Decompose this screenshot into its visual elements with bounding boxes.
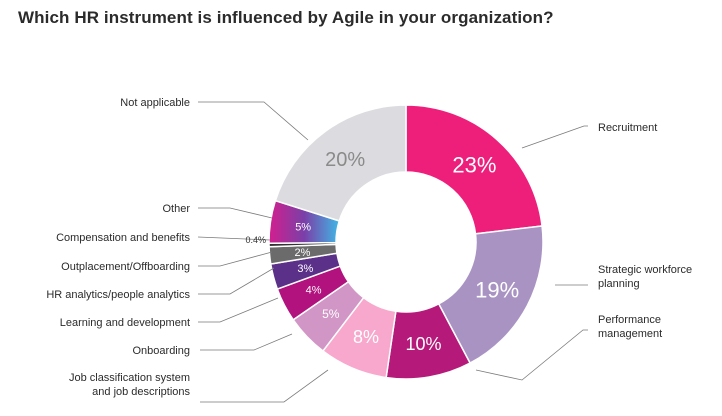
value-label-job-classification-system-and-job-descriptions: 8% xyxy=(353,327,379,347)
value-label-outplacement-offboarding: 2% xyxy=(295,247,311,259)
leader-line-performance-management xyxy=(475,329,588,381)
leader-line-learning-and-development xyxy=(198,297,279,323)
category-label-strategic-workforce-planning: Strategic workforce planning xyxy=(598,264,692,290)
leader-line-outplacement-offboarding xyxy=(198,251,273,267)
category-label-job-classification-system-and-job-descriptions: Job classification system and job descrip… xyxy=(69,372,191,398)
leader-line-recruitment xyxy=(521,125,588,149)
slice-not-applicable xyxy=(274,104,407,222)
value-label-learning-and-development: 4% xyxy=(306,285,322,297)
category-label-onboarding: Onboarding xyxy=(133,345,191,357)
value-label-other: 5% xyxy=(295,221,311,233)
category-label-recruitment: Recruitment xyxy=(598,122,657,134)
value-label-strategic-workforce-planning: 19% xyxy=(475,278,519,303)
slice-recruitment xyxy=(405,104,543,235)
leader-lines-group xyxy=(197,101,588,403)
category-label-other: Other xyxy=(162,203,190,215)
category-labels-group: Recruitment Strategic workforce planning Pe… xyxy=(46,97,692,398)
leader-line-job-classification-system-and-job-descriptions xyxy=(200,369,329,403)
value-label-not-applicable: 20% xyxy=(325,149,365,171)
leader-line-other xyxy=(198,207,273,219)
value-label-onboarding: 5% xyxy=(322,307,340,321)
leader-line-onboarding xyxy=(200,333,293,351)
category-label-not-applicable: Not applicable xyxy=(120,97,190,109)
category-label-hr-analytics-people-analytics: HR analytics/people analytics xyxy=(46,289,190,301)
chart-title: Which HR instrument is influenced by Agi… xyxy=(18,8,554,27)
category-label-learning-and-development: Learning and development xyxy=(60,317,190,329)
leader-line-compensation-and-benefits xyxy=(197,236,271,241)
value-label-hr-analytics-people-analytics: 3% xyxy=(297,263,313,275)
leader-line-hr-analytics-people-analytics xyxy=(198,267,275,295)
category-label-outplacement-offboarding: Outplacement/Offboarding xyxy=(61,261,190,273)
value-label-recruitment: 23% xyxy=(452,153,496,178)
leader-line-not-applicable xyxy=(198,101,309,141)
category-label-compensation-and-benefits: Compensation and benefits xyxy=(56,232,190,244)
value-label-performance-management: 10% xyxy=(405,334,441,354)
value-labels-group: 23%19%10%8%5%4%3%2%0.4%5%20% xyxy=(245,149,519,354)
slices-group xyxy=(268,104,544,380)
category-label-performance-management: Performance management xyxy=(598,314,662,340)
value-label-compensation-and-benefits: 0.4% xyxy=(245,235,266,245)
